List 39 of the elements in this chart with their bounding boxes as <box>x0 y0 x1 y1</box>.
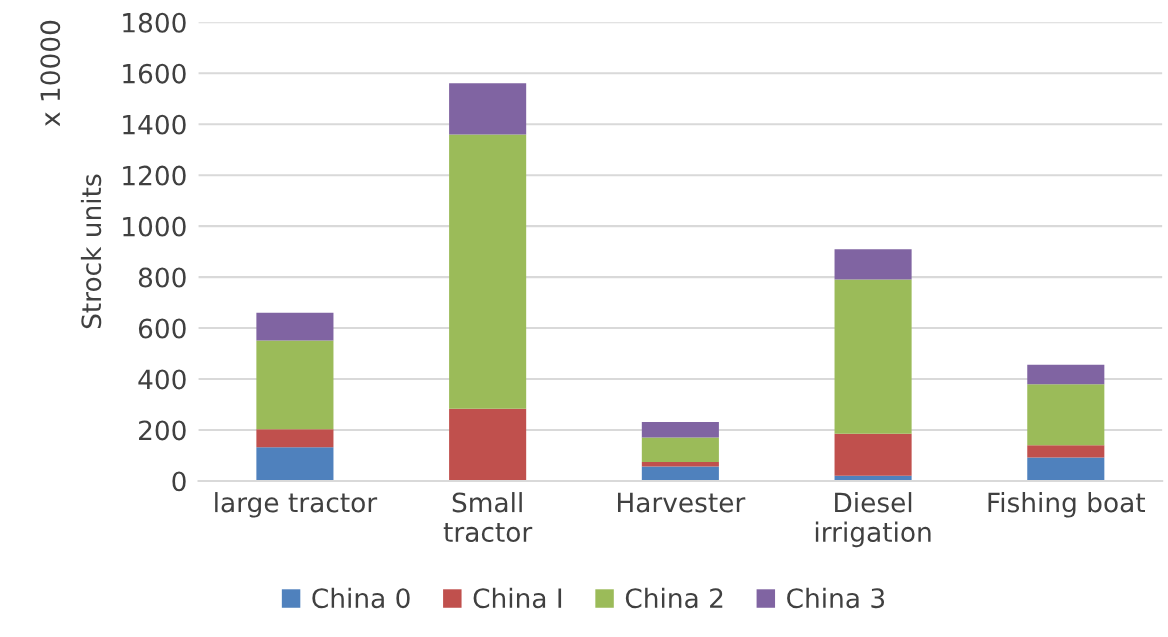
bar <box>641 462 719 467</box>
y-tick-label: 1600 <box>123 63 186 84</box>
text: x 10000 <box>40 20 61 127</box>
bar <box>1027 457 1105 481</box>
bar <box>834 279 912 434</box>
y-tick-label: 1800 <box>123 12 186 33</box>
bar <box>641 437 719 463</box>
bar <box>256 429 334 448</box>
bar <box>641 466 719 481</box>
bar <box>449 83 527 135</box>
x-tick-label: Diesel irrigation <box>815 492 931 548</box>
y-tick-label: 1400 <box>123 114 186 135</box>
legend-label: China 3 <box>787 587 885 609</box>
y-tick-label: 400 <box>138 369 186 390</box>
y-tick-label: 800 <box>138 267 186 288</box>
bar <box>1027 364 1105 385</box>
y-tick-label: 1000 <box>123 216 186 237</box>
y-tick-label: 1200 <box>123 165 186 186</box>
bar <box>1027 445 1105 458</box>
bar <box>641 422 719 438</box>
bar <box>449 134 527 409</box>
y-tick-label: 200 <box>139 420 186 441</box>
bar <box>256 447 334 481</box>
legend-label: China 2 <box>625 587 723 609</box>
y-tick-label: 600 <box>138 318 186 339</box>
x-tick-label: Fishing boat <box>988 492 1146 518</box>
legend-label: China 0 <box>312 587 410 609</box>
legend-label: China I <box>473 587 562 609</box>
x-tick-label: large tractor <box>215 492 378 518</box>
bar <box>449 408 527 481</box>
bar <box>256 312 334 341</box>
y-axis-title: Strock units <box>80 174 102 329</box>
x-tick-label: Harvester <box>618 492 746 513</box>
bar <box>1027 384 1105 446</box>
y-tick-label: 0 <box>172 471 186 492</box>
bar <box>256 340 334 430</box>
bar <box>834 433 912 476</box>
bar <box>834 249 912 280</box>
x-tick-label: Small tractor <box>443 492 533 543</box>
